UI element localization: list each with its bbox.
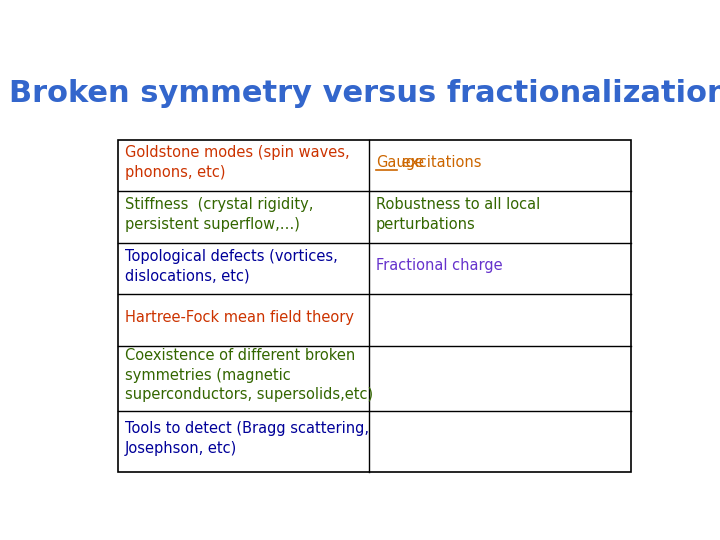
Text: Coexistence of different broken
symmetries (magnetic
superconductors, supersolid: Coexistence of different broken symmetri… [125, 348, 373, 402]
Text: Robustness to all local
perturbations: Robustness to all local perturbations [376, 197, 540, 232]
Text: Gauge: Gauge [376, 156, 423, 170]
Text: excitations: excitations [397, 156, 481, 170]
Text: Tools to detect (Bragg scattering,
Josephson, etc): Tools to detect (Bragg scattering, Josep… [125, 421, 369, 456]
Text: Topological defects (vortices,
dislocations, etc): Topological defects (vortices, dislocati… [125, 248, 338, 284]
Text: Stiffness  (crystal rigidity,
persistent superflow,…): Stiffness (crystal rigidity, persistent … [125, 197, 313, 232]
Text: Hartree-Fock mean field theory: Hartree-Fock mean field theory [125, 310, 354, 325]
Bar [118, 140, 631, 472]
Text: Fractional charge: Fractional charge [376, 259, 503, 273]
Text: Broken symmetry versus fractionalization: Broken symmetry versus fractionalization [9, 79, 720, 109]
Text: Goldstone modes (spin waves,
phonons, etc): Goldstone modes (spin waves, phonons, et… [125, 145, 349, 180]
